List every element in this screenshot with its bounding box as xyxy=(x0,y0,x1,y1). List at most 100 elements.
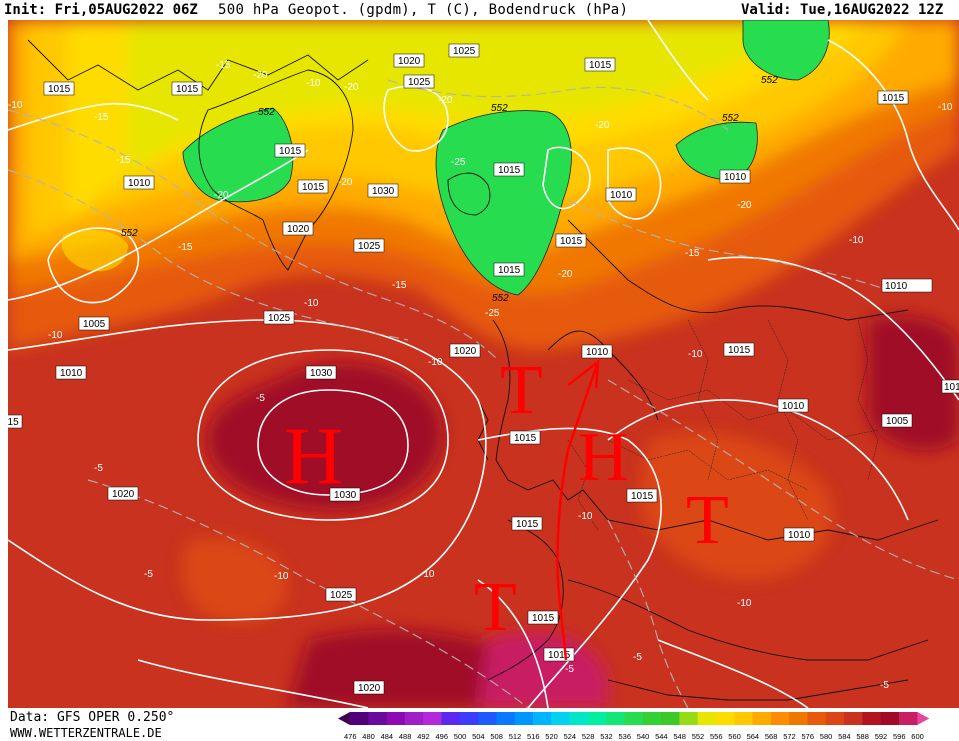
pressure-label: 1030 xyxy=(367,183,399,198)
colorbar-label: 572 xyxy=(783,732,796,741)
colorbar-swatch xyxy=(679,712,699,725)
svg-text:1020: 1020 xyxy=(398,56,421,67)
temperature-label: -20 xyxy=(737,200,752,211)
pressure-label: 1015 xyxy=(877,90,909,105)
colorbar-swatch xyxy=(423,712,442,725)
svg-text:1015: 1015 xyxy=(548,650,571,661)
init-time: Init: Fri,05AUG2022 06Z xyxy=(4,2,198,18)
temperature-label: -5 xyxy=(256,393,265,404)
pressure-label: 1015 xyxy=(511,516,543,531)
svg-text:1015: 1015 xyxy=(279,146,302,157)
temperature-label: -20 xyxy=(558,269,573,280)
pressure-label: 1025 xyxy=(325,587,357,602)
geopotential-low-greenland xyxy=(182,107,294,203)
temperature-label: -5 xyxy=(144,569,153,580)
colorbar-swatch xyxy=(478,712,497,725)
pressure-label: 1015 xyxy=(171,81,203,96)
temperature-label: -10 xyxy=(737,598,752,609)
svg-text:1010: 1010 xyxy=(60,368,83,379)
colorbar-label: 576 xyxy=(802,732,815,741)
temperature-label: -10 xyxy=(420,569,435,580)
temperature-label: -10 xyxy=(8,100,23,111)
colorbar-label: 584 xyxy=(838,732,851,741)
colorbar-swatch xyxy=(844,712,863,725)
colorbar-swatch xyxy=(661,712,680,725)
svg-text:1010: 1010 xyxy=(885,281,908,292)
forecast-map: 1015 1015 1015 1010 1015 1025 1020 1025 … xyxy=(8,20,959,708)
svg-text:1010: 1010 xyxy=(788,530,811,541)
colorbar-swatch xyxy=(569,712,589,725)
low-pressure-symbol: T xyxy=(474,569,517,646)
data-source: Data: GFS OPER 0.250° xyxy=(10,710,175,725)
svg-text:1030: 1030 xyxy=(334,490,357,501)
colorbar-label: 524 xyxy=(564,732,577,741)
pressure-label: 1020 xyxy=(107,486,139,501)
pressure-label: 1015 xyxy=(509,430,541,445)
pressure-label: 1015 xyxy=(527,610,559,625)
temperature-label: -20 xyxy=(338,177,353,188)
colorbar-label: 544 xyxy=(655,732,668,741)
colorbar-label: 532 xyxy=(600,732,613,741)
pressure-label: 015 xyxy=(8,414,23,429)
pressure-label: 1010 xyxy=(783,527,815,542)
pressure-label: 1010 xyxy=(581,344,613,359)
pressure-label: 1015 xyxy=(297,179,329,194)
colorbar-swatch xyxy=(551,712,570,725)
pressure-label: 1015 xyxy=(626,488,658,503)
svg-text:1015: 1015 xyxy=(560,236,583,247)
colorbar-label: 516 xyxy=(527,732,540,741)
svg-text:1010: 1010 xyxy=(782,401,805,412)
svg-text:1020: 1020 xyxy=(112,489,135,500)
pressure-label: 1025 xyxy=(353,238,385,253)
pressure-label: 1010 xyxy=(719,169,751,184)
colorbar-label: 592 xyxy=(875,732,888,741)
colorbar-swatch xyxy=(642,712,662,725)
svg-text:1015: 1015 xyxy=(498,265,521,276)
temperature-label: -10 xyxy=(938,102,953,113)
colorbar-label: 496 xyxy=(436,732,449,741)
temperature-label: -10 xyxy=(849,235,864,246)
colorbar-arrow-left xyxy=(338,712,350,725)
pressure-label: 1015 xyxy=(723,342,755,357)
colorbar-swatch xyxy=(404,712,424,725)
colorbar-label: 556 xyxy=(710,732,723,741)
pressure-label: 1010 xyxy=(941,379,959,394)
colorbar-label: 564 xyxy=(747,732,760,741)
svg-text:1015: 1015 xyxy=(302,182,325,193)
colorbar-swatch xyxy=(441,712,461,725)
colorbar-label: 488 xyxy=(399,732,412,741)
svg-text:1010: 1010 xyxy=(128,178,151,189)
colorbar-swatch xyxy=(697,712,717,725)
geopotential-label: 552 xyxy=(722,113,739,124)
colorbar-swatch xyxy=(880,712,900,725)
temperature-label: -15 xyxy=(216,60,231,71)
svg-text:1030: 1030 xyxy=(310,368,333,379)
pressure-label: 1020 xyxy=(353,680,385,695)
pressure-label: 1015 xyxy=(274,143,306,158)
geopotential-label: 552 xyxy=(258,107,275,118)
pressure-label: 1010 xyxy=(777,398,809,413)
country-borders xyxy=(567,319,879,531)
svg-text:1015: 1015 xyxy=(498,165,521,176)
geopotential-low-barents xyxy=(675,121,758,181)
colorbar-label: 536 xyxy=(619,732,632,741)
temperature-label: -20 xyxy=(253,70,268,81)
svg-text:1015: 1015 xyxy=(48,84,71,95)
geopotential-label: 552 xyxy=(491,103,508,114)
trough-line xyxy=(556,361,600,661)
pressure-label: 1020 xyxy=(449,343,481,358)
pressure-label: 1010 xyxy=(55,365,87,380)
pressure-label: 1015 xyxy=(584,57,616,72)
svg-text:1015: 1015 xyxy=(516,519,539,530)
isotherms xyxy=(8,79,959,708)
pressure-label: 1015 xyxy=(43,81,75,96)
website-link[interactable]: WWW.WETTERZENTRALE.DE xyxy=(10,726,162,740)
svg-text:1025: 1025 xyxy=(453,46,476,57)
svg-text:1025: 1025 xyxy=(408,77,431,88)
geopotential-labels: 552 552 552 552 552 552 xyxy=(121,75,778,304)
svg-text:1015: 1015 xyxy=(728,345,751,356)
trough-arrow xyxy=(567,359,600,389)
svg-text:1020: 1020 xyxy=(287,224,310,235)
colorbar-label: 512 xyxy=(509,732,522,741)
